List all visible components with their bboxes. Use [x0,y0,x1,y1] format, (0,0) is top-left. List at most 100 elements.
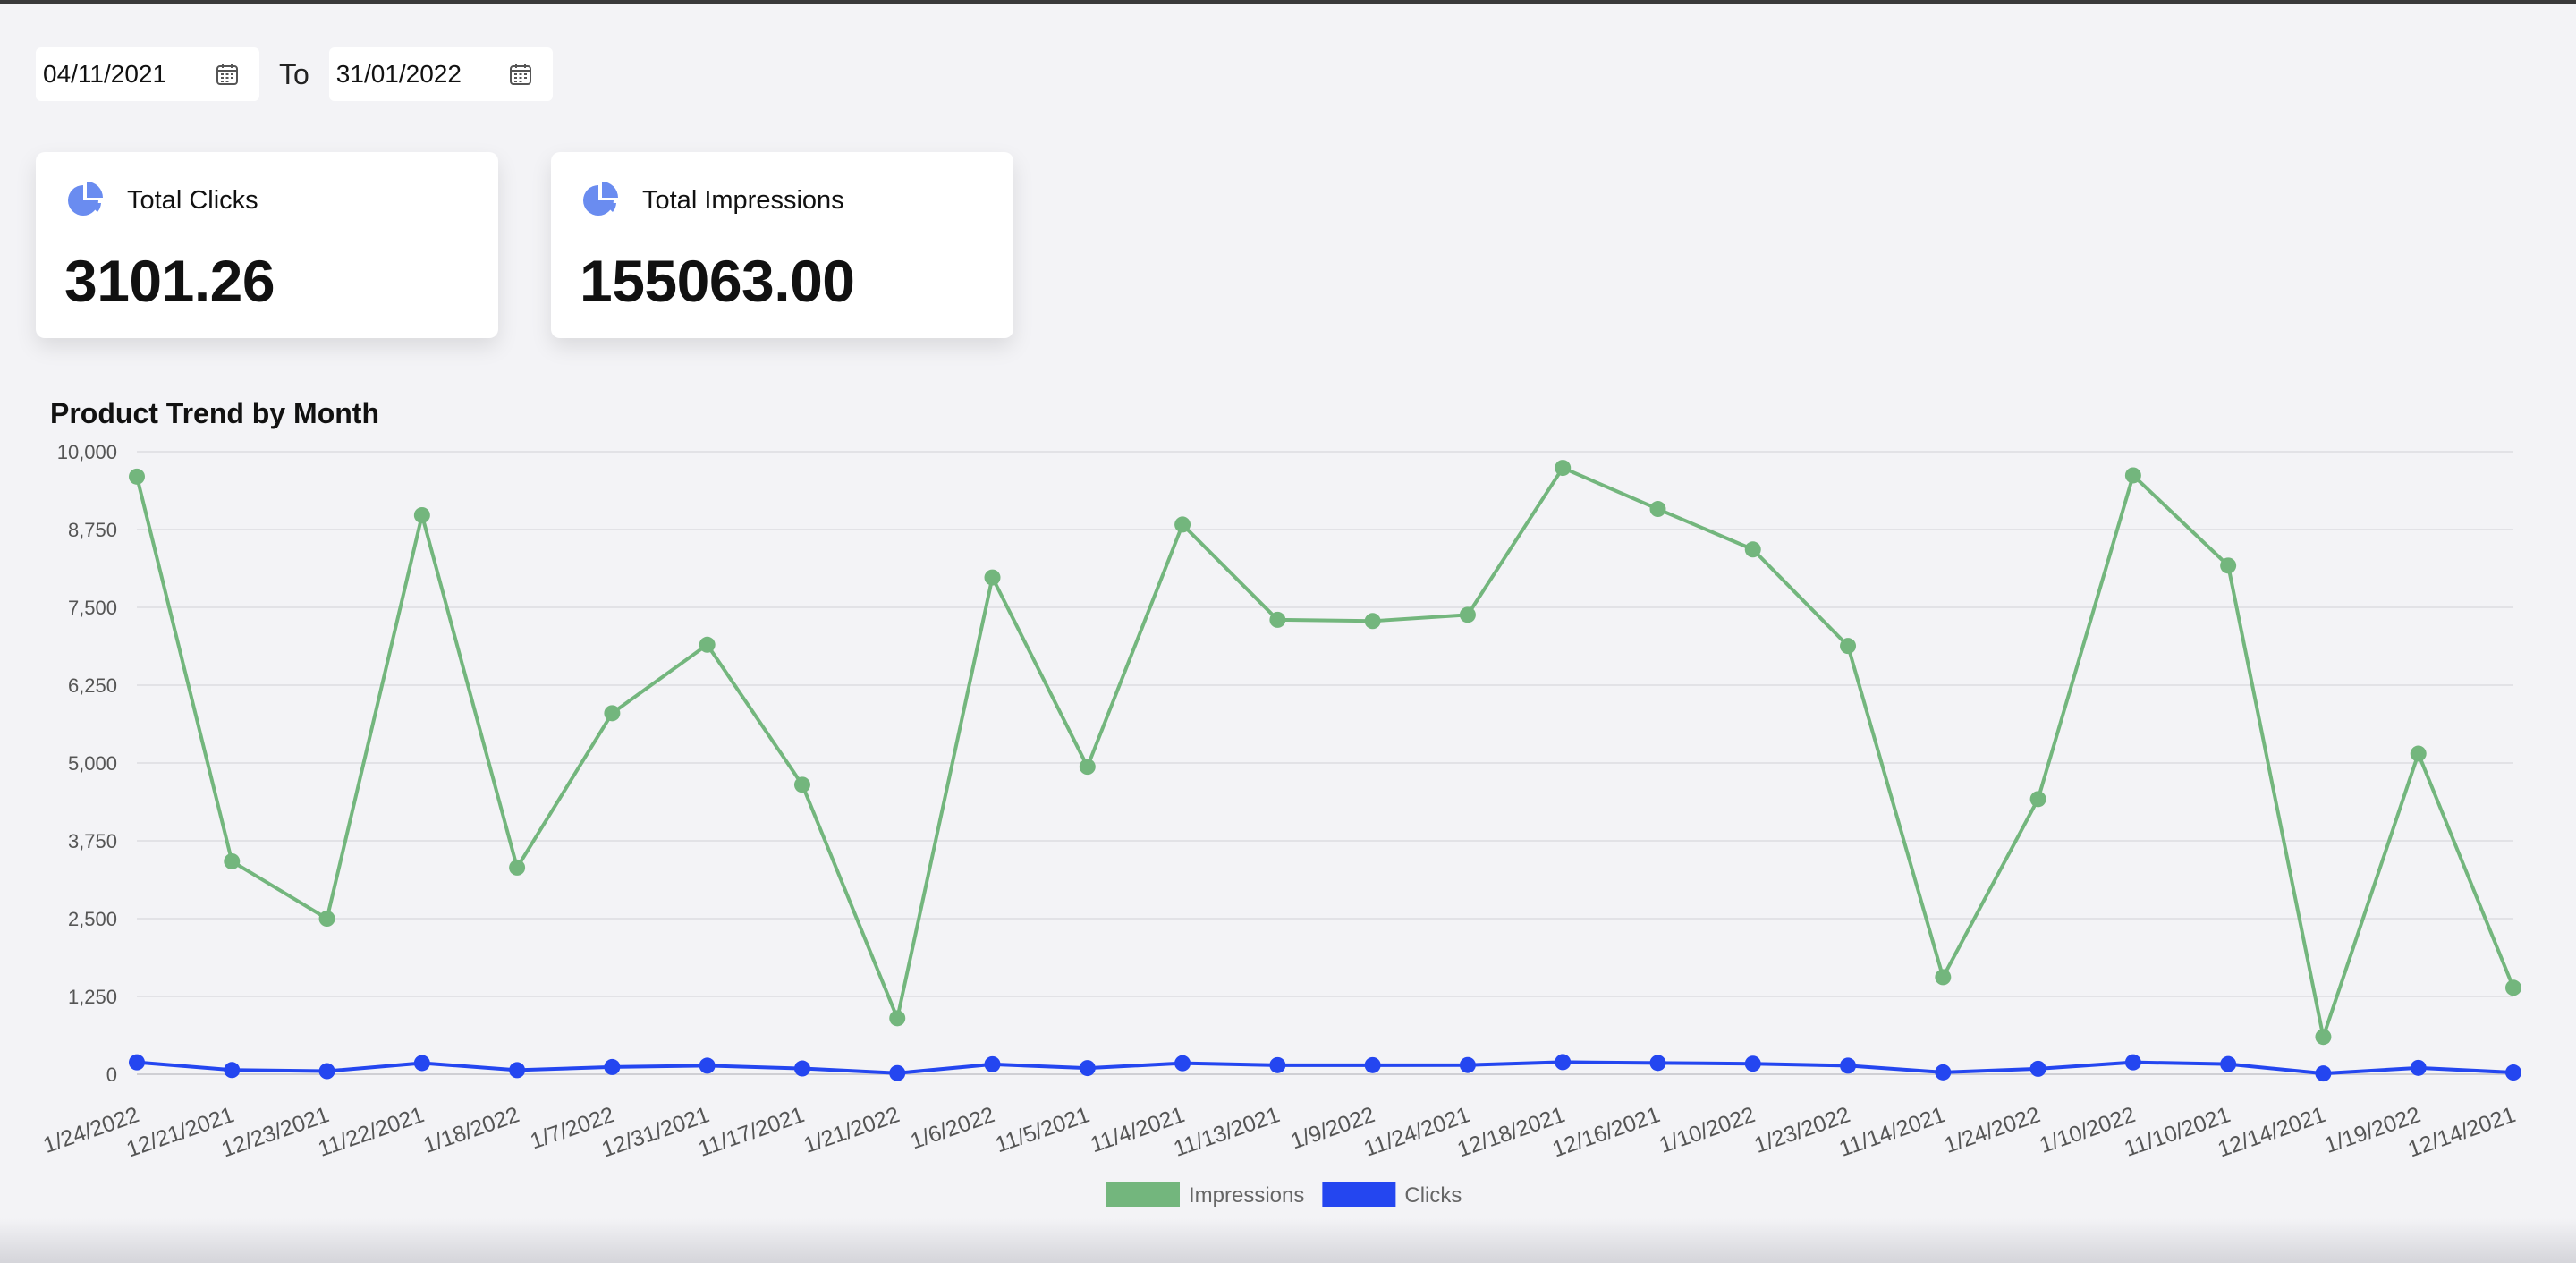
data-point-impressions [509,859,526,876]
data-point-clicks [889,1064,906,1081]
data-point-clicks [2505,1064,2521,1081]
x-tick-label: 1/10/2022 [2037,1102,2139,1158]
y-tick-label: 7,500 [68,597,117,619]
data-point-clicks [699,1057,716,1074]
y-tick-label: 1,250 [68,986,117,1008]
data-point-clicks [793,1060,810,1077]
end-date-input[interactable] [335,60,497,89]
data-point-clicks [1935,1064,1952,1081]
y-tick-label: 3,750 [68,830,117,852]
data-point-impressions [1649,501,1666,518]
x-tick-label: 11/24/2021 [1360,1102,1473,1162]
data-point-impressions [699,636,716,653]
series-line-clicks [136,1060,2514,1076]
data-point-impressions [1935,969,1952,986]
x-tick-label: 1/24/2022 [1941,1102,2043,1158]
data-point-clicks [1649,1055,1666,1072]
data-point-clicks [1079,1060,1096,1077]
data-point-clicks [224,1062,241,1079]
data-point-impressions [129,468,145,485]
data-point-impressions [2029,791,2046,808]
data-point-impressions [1744,541,1761,558]
y-tick-label: 6,250 [68,674,117,697]
series-line-impressions [135,466,2515,1039]
data-point-clicks [509,1062,526,1079]
x-tick-label: 1/10/2022 [1656,1102,1758,1158]
x-tick-label: 11/13/2021 [1171,1102,1284,1162]
data-point-impressions [793,776,810,793]
card-value: 155063.00 [580,248,855,314]
x-tick-label: 12/23/2021 [218,1102,332,1162]
x-tick-label: 12/18/2021 [1454,1102,1568,1162]
data-point-impressions [1174,516,1191,533]
legend-label-clicks: Clicks [1404,1183,1462,1208]
data-point-clicks [2124,1054,2141,1071]
x-tick-label: 11/17/2021 [695,1102,808,1162]
data-point-clicks [1174,1055,1191,1072]
data-point-impressions [413,506,430,523]
y-tick-label: 10,000 [57,441,117,463]
start-date-field[interactable] [36,47,259,101]
data-point-impressions [224,852,241,869]
data-point-clicks [318,1063,335,1080]
data-point-impressions [1555,460,1572,477]
card-label: Total Clicks [127,185,258,215]
legend-swatch-clicks [1322,1182,1396,1207]
data-point-clicks [1555,1054,1572,1071]
x-tick-label: 12/31/2021 [598,1102,712,1162]
y-tick-label: 8,750 [68,519,117,541]
data-point-impressions [889,1010,906,1027]
calendar-icon[interactable] [215,62,240,87]
x-tick-label: 1/6/2022 [907,1102,997,1154]
data-point-clicks [2315,1065,2332,1082]
data-point-clicks [1840,1057,1857,1074]
chart-title: Product Trend by Month [50,397,379,429]
card-value: 3101.26 [64,248,275,314]
x-tick-label: 1/18/2022 [420,1102,522,1158]
product-trend-chart: 0 1,250 2,500 3,750 5,000 6,250 7,500 8,750 10,0… [40,441,2521,1208]
data-point-impressions [2124,467,2141,484]
data-point-clicks [2220,1055,2237,1072]
pie-chart-icon [583,182,618,216]
data-point-clicks [1269,1056,1286,1073]
x-tick-label: 12/14/2021 [2215,1102,2328,1162]
card-label: Total Impressions [642,185,844,215]
calendar-icon[interactable] [508,62,533,87]
end-date-field[interactable] [328,47,553,101]
data-point-clicks [1364,1056,1381,1073]
pie-chart-icon [68,182,103,216]
start-date-input[interactable] [43,60,204,89]
data-point-impressions [318,911,335,927]
data-point-impressions [604,705,621,722]
y-tick-label: 5,000 [68,752,117,775]
date-range-to-label: To [279,57,309,90]
x-tick-label: 11/4/2021 [1088,1102,1189,1157]
data-point-impressions [1459,606,1476,623]
data-point-clicks [1459,1056,1476,1073]
data-point-impressions [984,569,1001,586]
x-tick-label: 1/23/2022 [1751,1102,1853,1158]
x-tick-label: 11/10/2021 [2121,1102,2233,1162]
legend-swatch-impressions [1106,1182,1180,1207]
x-tick-label: 1/21/2022 [801,1102,902,1158]
y-tick-label: 2,500 [68,908,117,930]
data-point-impressions [2220,557,2237,574]
data-point-clicks [2410,1059,2427,1076]
x-tick-label: 11/22/2021 [315,1102,428,1162]
data-point-impressions [2410,745,2427,762]
x-tick-label: 12/16/2021 [1549,1102,1663,1162]
total-impressions-card: Total Impressions 155063.00 [551,152,1013,338]
data-point-impressions [2315,1029,2332,1046]
window-top-border [0,0,2576,4]
x-tick-label: 11/5/2021 [992,1102,1093,1157]
date-range-filter: To [36,47,553,102]
total-clicks-card: Total Clicks 3101.26 [36,152,498,338]
data-point-clicks [413,1055,430,1072]
legend-label-impressions: Impressions [1189,1183,1304,1208]
data-point-clicks [1744,1055,1761,1072]
x-tick-label: 12/14/2021 [2405,1102,2519,1162]
x-tick-label: 12/21/2021 [123,1102,237,1162]
data-point-impressions [2505,979,2521,996]
data-point-impressions [1840,638,1857,655]
y-tick-label: 0 [106,1064,117,1086]
